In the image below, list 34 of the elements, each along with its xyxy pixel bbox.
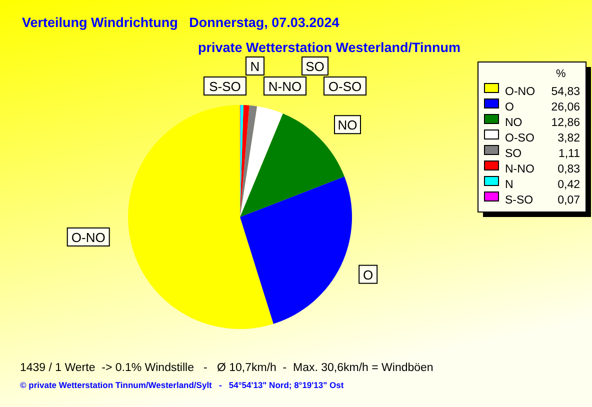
legend-label: S-SO (505, 194, 534, 206)
pie-slice (240, 176, 352, 324)
slice-label: O-NO (71, 230, 106, 245)
slice-label: S-SO (209, 79, 241, 94)
legend-label: O-NO (505, 86, 536, 98)
legend-label: N-NO (505, 164, 534, 176)
data-label: 54,83 (551, 86, 580, 98)
data-label: 0,83 (558, 164, 580, 176)
text: © private Wetterstation Tinnum/Westerland/Sylt - 54°54'13" Nord; 8°19'13" Ost (20, 380, 344, 390)
legend-label: N (505, 179, 514, 191)
data-label: 12,86 (551, 117, 580, 129)
category-label: O-SO (328, 79, 362, 94)
data-label: 0,07 (558, 194, 580, 206)
pie-slice (240, 105, 258, 217)
slice-label: NO (338, 118, 358, 133)
legend-label: O-SO (505, 132, 534, 144)
pie-slice (240, 106, 283, 217)
category-label: N-NO (268, 79, 302, 94)
text: 1439 / 1 Werte -> 0.1% Windstille - Ø 10,7km/h - Max. 30,6km/h = Windböen (20, 362, 434, 374)
data-label: 1,11 (558, 148, 580, 160)
pie-slice (240, 105, 250, 217)
legend-label: O (505, 102, 514, 114)
slice-label: N (250, 59, 260, 74)
chart-subtitle: private Wetterstation Westerland/Tinnum (198, 40, 461, 55)
slice-label: O (363, 267, 374, 282)
data-label: 0,42 (558, 179, 580, 191)
legend-label: SO (505, 148, 522, 160)
category-label: SO (306, 59, 324, 74)
data-label: 3,82 (558, 132, 580, 144)
legend-label: NO (505, 117, 522, 129)
chart-title: Verteilung Windrichtung Donnerstag, 07.03.2024 (22, 15, 340, 30)
legend-title: % (556, 68, 566, 80)
data-label: 26,06 (551, 102, 580, 114)
pie-slice (128, 105, 274, 329)
